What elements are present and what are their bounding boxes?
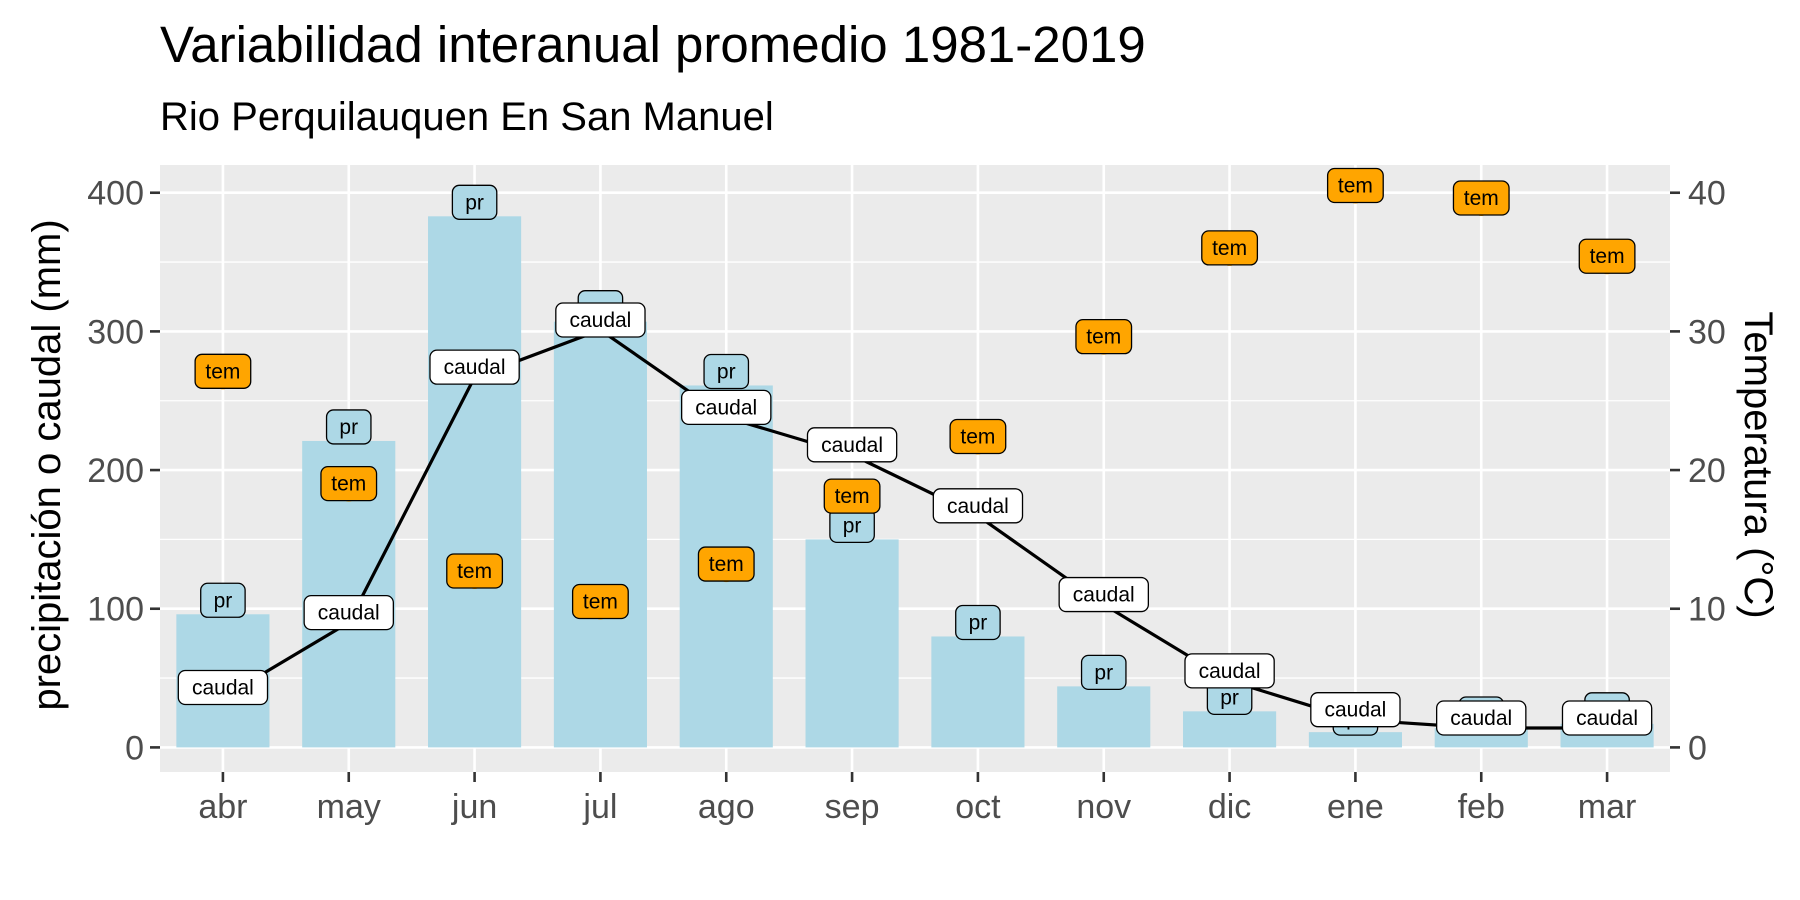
tem-label-jul-text: tem [583,591,618,614]
caudal-label-nov-text: caudal [1073,584,1135,607]
tem-label-jun-text: tem [457,560,492,583]
tem-label-abr: tem [194,353,252,389]
pr-label-nov-text: pr [1094,661,1113,684]
caudal-label-jun: caudal [429,349,520,385]
caudal-label-sep: caudal [806,427,898,463]
pr-label-jun: pr [451,184,498,220]
pr-label-oct: pr [955,604,1001,641]
bar-ene [1308,732,1402,748]
tem-label-ago: tem [697,546,755,582]
tem-label-sep-text: tem [835,485,870,508]
caudal-label-ago-text: caudal [695,396,757,419]
caudal-label-ene-text: caudal [1324,699,1386,722]
caudal-label-may-text: caudal [318,602,380,625]
caudal-label-feb-text: caudal [1450,707,1512,730]
x-tick-label-may: may [317,788,381,826]
caudal-label-jun-text: caudal [444,356,506,379]
tem-label-dic: tem [1201,230,1259,266]
caudal-label-feb: caudal [1436,700,1527,736]
caudal-label-mar: caudal [1561,700,1653,736]
caudal-label-dic: caudal [1184,653,1275,689]
x-tick-label-ago: ago [698,788,755,826]
tem-label-ago-text: tem [709,553,744,576]
bar-jul [553,321,647,748]
y-tick-label-right-0: 0 [1688,729,1707,767]
y-tick-label-left-200: 200 [87,452,144,490]
caudal-label-jul: caudal [555,302,646,338]
bar-dic [1183,711,1277,748]
tem-label-oct-text: tem [960,425,995,448]
pr-label-dic-text: pr [1220,686,1239,709]
caudal-label-oct: caudal [932,488,1024,524]
tem-label-jun: tem [446,553,504,589]
tem-label-mar-text: tem [1590,245,1625,268]
caudal-label-may: caudal [303,594,394,631]
pr-label-oct-text: pr [969,611,988,634]
tem-label-sep: tem [823,478,881,514]
pr-label-may-text: pr [339,416,358,439]
y-axis-title-right: Temperatura (°C) [1736,311,1780,618]
y-tick-label-left-0: 0 [125,729,144,767]
x-tick-label-jun: jun [451,788,497,826]
tem-label-abr-text: tem [205,360,240,383]
caudal-label-jul-text: caudal [569,309,631,332]
caudal-label-dic-text: caudal [1199,660,1261,683]
x-tick-label-jul: jul [582,788,617,826]
tem-label-may-text: tem [331,473,366,496]
caudal-label-mar-text: caudal [1576,707,1638,730]
plot-area: prprprprprprprprprprprprtemtemtemtemtemt… [87,165,1726,826]
x-tick-label-abr: abr [198,788,247,826]
x-tick-label-ene: ene [1327,788,1384,826]
caudal-label-ene: caudal [1310,692,1401,728]
caudal-label-ago: caudal [681,389,772,426]
x-tick-label-mar: mar [1578,788,1637,826]
pr-label-nov: pr [1080,654,1127,691]
tem-label-dic-text: tem [1212,237,1247,260]
y-tick-label-right-30: 30 [1688,313,1726,351]
pr-label-ago-text: pr [717,360,736,383]
caudal-label-abr: caudal [177,669,269,706]
bar-sep [805,539,899,748]
tem-label-may: tem [320,465,378,502]
caudal-label-abr-text: caudal [192,676,254,699]
x-tick-label-feb: feb [1458,788,1505,826]
chart-title: Variabilidad interanual promedio 1981-20… [160,16,1146,73]
caudal-label-nov: caudal [1058,576,1150,613]
x-tick-label-dic: dic [1208,788,1251,826]
y-tick-label-right-10: 10 [1688,591,1726,629]
x-tick-label-oct: oct [955,788,1001,826]
pr-label-sep: pr [829,507,875,544]
caudal-label-oct-text: caudal [947,495,1009,518]
x-tick-label-sep: sep [825,788,880,826]
chart-subtitle: Rio Perquilauquen En San Manuel [160,95,774,139]
tem-label-feb: tem [1452,180,1510,216]
tem-label-nov-text: tem [1086,326,1121,349]
bar-nov [1057,686,1151,748]
caudal-label-sep-text: caudal [821,434,883,457]
y-tick-label-left-300: 300 [87,313,144,351]
pr-label-abr: pr [200,582,246,618]
y-tick-label-left-100: 100 [87,591,144,629]
pr-label-ago: pr [703,353,750,390]
pr-label-jun-text: pr [465,191,484,214]
panel-background [160,165,1670,772]
pr-label-may: pr [325,409,372,445]
tem-label-jul: tem [571,583,629,620]
tem-label-ene-text: tem [1338,175,1373,198]
tem-label-ene: tem [1326,167,1384,204]
tem-label-oct: tem [949,418,1007,455]
tem-label-nov: tem [1075,319,1133,355]
pr-label-abr-text: pr [214,589,233,612]
bar-jun [428,216,522,748]
y-tick-label-left-400: 400 [87,175,144,213]
pr-label-sep-text: pr [843,514,862,537]
y-axis-title-left: precipitación o caudal (mm) [25,219,69,710]
y-tick-label-right-20: 20 [1688,452,1726,490]
y-tick-label-right-40: 40 [1688,175,1726,213]
x-tick-label-nov: nov [1076,788,1131,826]
tem-label-feb-text: tem [1464,187,1499,210]
bar-oct [931,636,1025,748]
tem-label-mar: tem [1578,238,1636,274]
